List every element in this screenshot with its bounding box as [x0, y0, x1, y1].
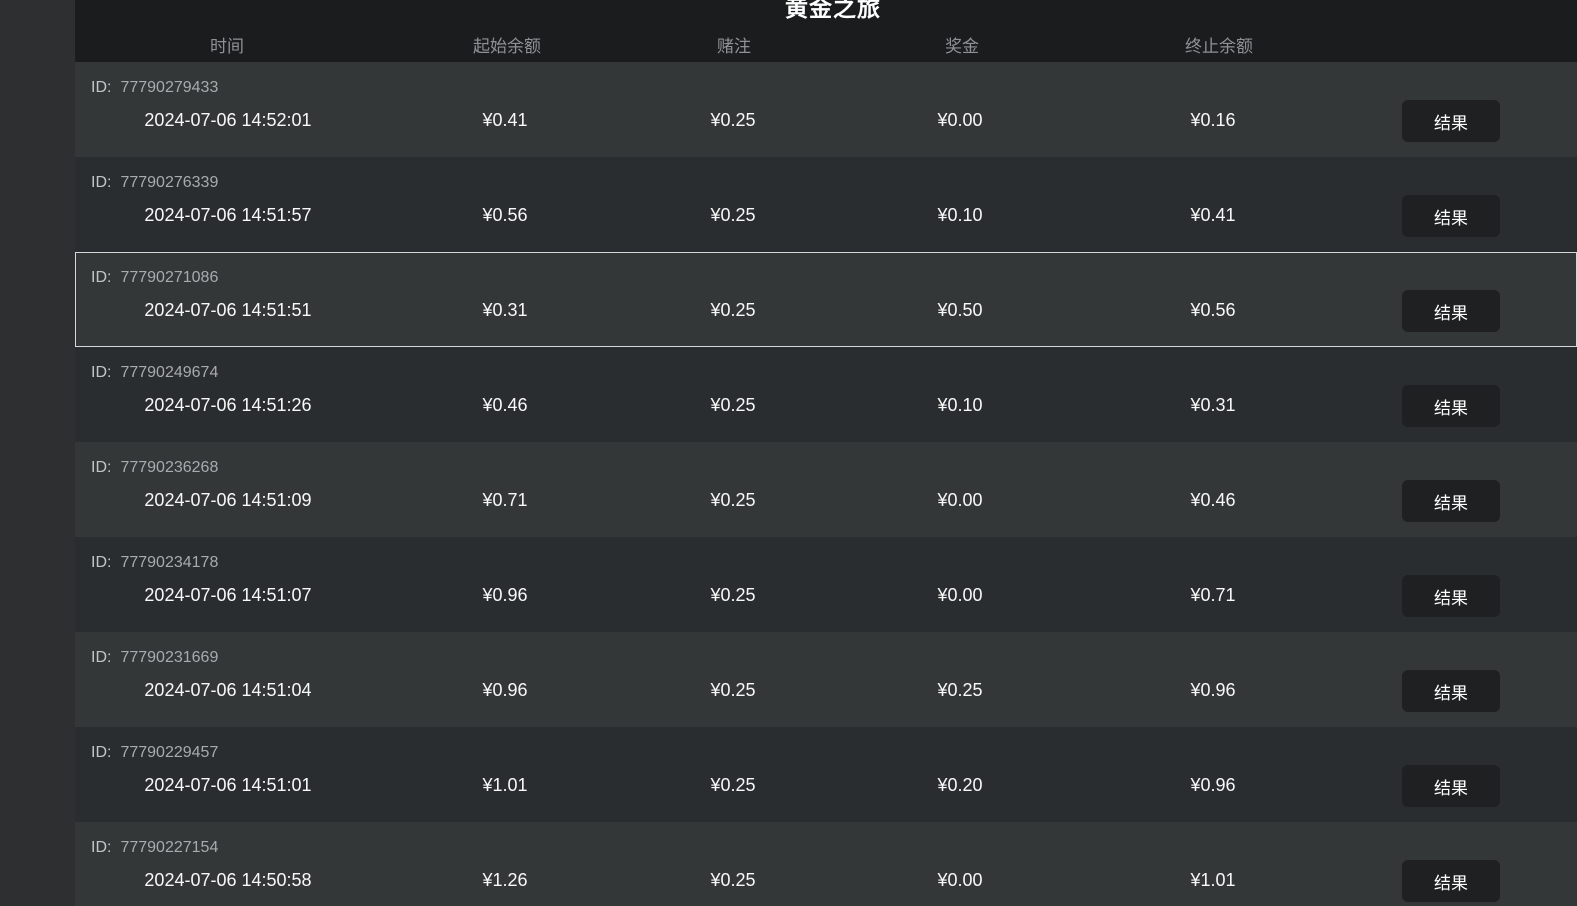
round-id: ID: 77790236268	[91, 459, 218, 477]
page-title: 黄金之旅	[785, 0, 881, 21]
cell-prize: ¥0.00	[937, 490, 983, 510]
cell-prize: ¥0.25	[937, 680, 983, 700]
id-label: ID:	[91, 269, 112, 286]
table-row[interactable]: ID: 77790249674 2024-07-06 14:51:26 ¥0.46…	[75, 347, 1577, 442]
table-row[interactable]: ID: 77790236268 2024-07-06 14:51:09 ¥0.71…	[75, 442, 1577, 537]
cell-start-balance: ¥0.96	[482, 585, 528, 605]
cell-end-balance: ¥0.96	[1190, 680, 1236, 700]
round-id: ID: 77790227154	[91, 839, 218, 857]
table-row[interactable]: ID: 77790229457 2024-07-06 14:51:01 ¥1.01…	[75, 727, 1577, 822]
cell-time: 2024-07-06 14:51:26	[144, 395, 312, 415]
cell-time: 2024-07-06 14:51:07	[144, 585, 312, 605]
cell-end-balance: ¥0.46	[1190, 490, 1236, 510]
cell-bet: ¥0.25	[710, 775, 756, 795]
round-id: ID: 77790249674	[91, 364, 218, 382]
id-label: ID:	[91, 364, 112, 381]
cell-time: 2024-07-06 14:51:04	[144, 680, 312, 700]
id-label: ID:	[91, 459, 112, 476]
cell-end-balance: ¥0.71	[1190, 585, 1236, 605]
round-id: ID: 77790234178	[91, 554, 218, 572]
cell-time: 2024-07-06 14:51:57	[144, 205, 312, 225]
table-row[interactable]: ID: 77790279433 2024-07-06 14:52:01 ¥0.41…	[75, 62, 1577, 157]
result-button[interactable]: 结果	[1402, 765, 1500, 807]
round-id: ID: 77790229457	[91, 744, 218, 762]
cell-bet: ¥0.25	[710, 870, 756, 890]
rows: ID: 77790279433 2024-07-06 14:52:01 ¥0.41…	[75, 62, 1577, 906]
table-row[interactable]: ID: 77790227154 2024-07-06 14:50:58 ¥1.26…	[75, 822, 1577, 906]
id-label: ID:	[91, 554, 112, 571]
column-header-start-balance: 起始余额	[473, 37, 541, 56]
cell-prize: ¥0.20	[937, 775, 983, 795]
cell-bet: ¥0.25	[710, 395, 756, 415]
cell-time: 2024-07-06 14:51:09	[144, 490, 312, 510]
result-button[interactable]: 结果	[1402, 195, 1500, 237]
result-button[interactable]: 结果	[1402, 100, 1500, 142]
result-button[interactable]: 结果	[1402, 480, 1500, 522]
id-value: 77790229457	[120, 744, 219, 761]
table-header: 黄金之旅 时间 起始余额 赌注 奖金 终止余额	[75, 0, 1577, 62]
cell-end-balance: ¥0.41	[1190, 205, 1236, 225]
cell-bet: ¥0.25	[710, 300, 756, 320]
cell-bet: ¥0.25	[710, 680, 756, 700]
round-id: ID: 77790271086	[91, 269, 218, 287]
cell-time: 2024-07-06 14:51:51	[144, 300, 312, 320]
cell-end-balance: ¥0.96	[1190, 775, 1236, 795]
result-button[interactable]: 结果	[1402, 575, 1500, 617]
cell-end-balance: ¥0.16	[1190, 110, 1236, 130]
cell-end-balance: ¥0.56	[1190, 300, 1236, 320]
cell-prize: ¥0.50	[937, 300, 983, 320]
column-header-time: 时间	[210, 37, 244, 56]
id-value: 77790279433	[120, 79, 219, 96]
table-row[interactable]: ID: 77790271086 2024-07-06 14:51:51 ¥0.31…	[75, 252, 1577, 347]
id-value: 77790276339	[120, 174, 219, 191]
id-label: ID:	[91, 839, 112, 856]
id-label: ID:	[91, 649, 112, 666]
cell-start-balance: ¥1.01	[482, 775, 528, 795]
table-row[interactable]: ID: 77790231669 2024-07-06 14:51:04 ¥0.96…	[75, 632, 1577, 727]
cell-start-balance: ¥1.26	[482, 870, 528, 890]
result-button[interactable]: 结果	[1402, 290, 1500, 332]
table-row[interactable]: ID: 77790234178 2024-07-06 14:51:07 ¥0.96…	[75, 537, 1577, 632]
result-button[interactable]: 结果	[1402, 860, 1500, 902]
cell-end-balance: ¥0.31	[1190, 395, 1236, 415]
id-label: ID:	[91, 744, 112, 761]
cell-prize: ¥0.10	[937, 205, 983, 225]
cell-start-balance: ¥0.71	[482, 490, 528, 510]
result-button[interactable]: 结果	[1402, 670, 1500, 712]
column-header-bet: 赌注	[717, 37, 751, 56]
column-header-prize: 奖金	[945, 37, 979, 56]
id-label: ID:	[91, 174, 112, 191]
cell-start-balance: ¥0.41	[482, 110, 528, 130]
cell-prize: ¥0.00	[937, 110, 983, 130]
cell-bet: ¥0.25	[710, 205, 756, 225]
cell-prize: ¥0.00	[937, 585, 983, 605]
cell-bet: ¥0.25	[710, 110, 756, 130]
id-label: ID:	[91, 79, 112, 96]
cell-start-balance: ¥0.96	[482, 680, 528, 700]
id-value: 77790249674	[120, 364, 219, 381]
cell-end-balance: ¥1.01	[1190, 870, 1236, 890]
round-id: ID: 77790231669	[91, 649, 218, 667]
cell-bet: ¥0.25	[710, 490, 756, 510]
id-value: 77790227154	[120, 839, 219, 856]
cell-time: 2024-07-06 14:51:01	[144, 775, 312, 795]
id-value: 77790231669	[120, 649, 219, 666]
round-id: ID: 77790279433	[91, 79, 218, 97]
table-row[interactable]: ID: 77790276339 2024-07-06 14:51:57 ¥0.56…	[75, 157, 1577, 252]
round-id: ID: 77790276339	[91, 174, 218, 192]
cell-time: 2024-07-06 14:50:58	[144, 870, 312, 890]
cell-start-balance: ¥0.46	[482, 395, 528, 415]
id-value: 77790234178	[120, 554, 219, 571]
cell-start-balance: ¥0.56	[482, 205, 528, 225]
cell-prize: ¥0.00	[937, 870, 983, 890]
cell-start-balance: ¥0.31	[482, 300, 528, 320]
result-button[interactable]: 结果	[1402, 385, 1500, 427]
column-header-end-balance: 终止余额	[1185, 37, 1253, 56]
id-value: 77790236268	[120, 459, 219, 476]
cell-bet: ¥0.25	[710, 585, 756, 605]
cell-prize: ¥0.10	[937, 395, 983, 415]
id-value: 77790271086	[120, 269, 219, 286]
cell-time: 2024-07-06 14:52:01	[144, 110, 312, 130]
